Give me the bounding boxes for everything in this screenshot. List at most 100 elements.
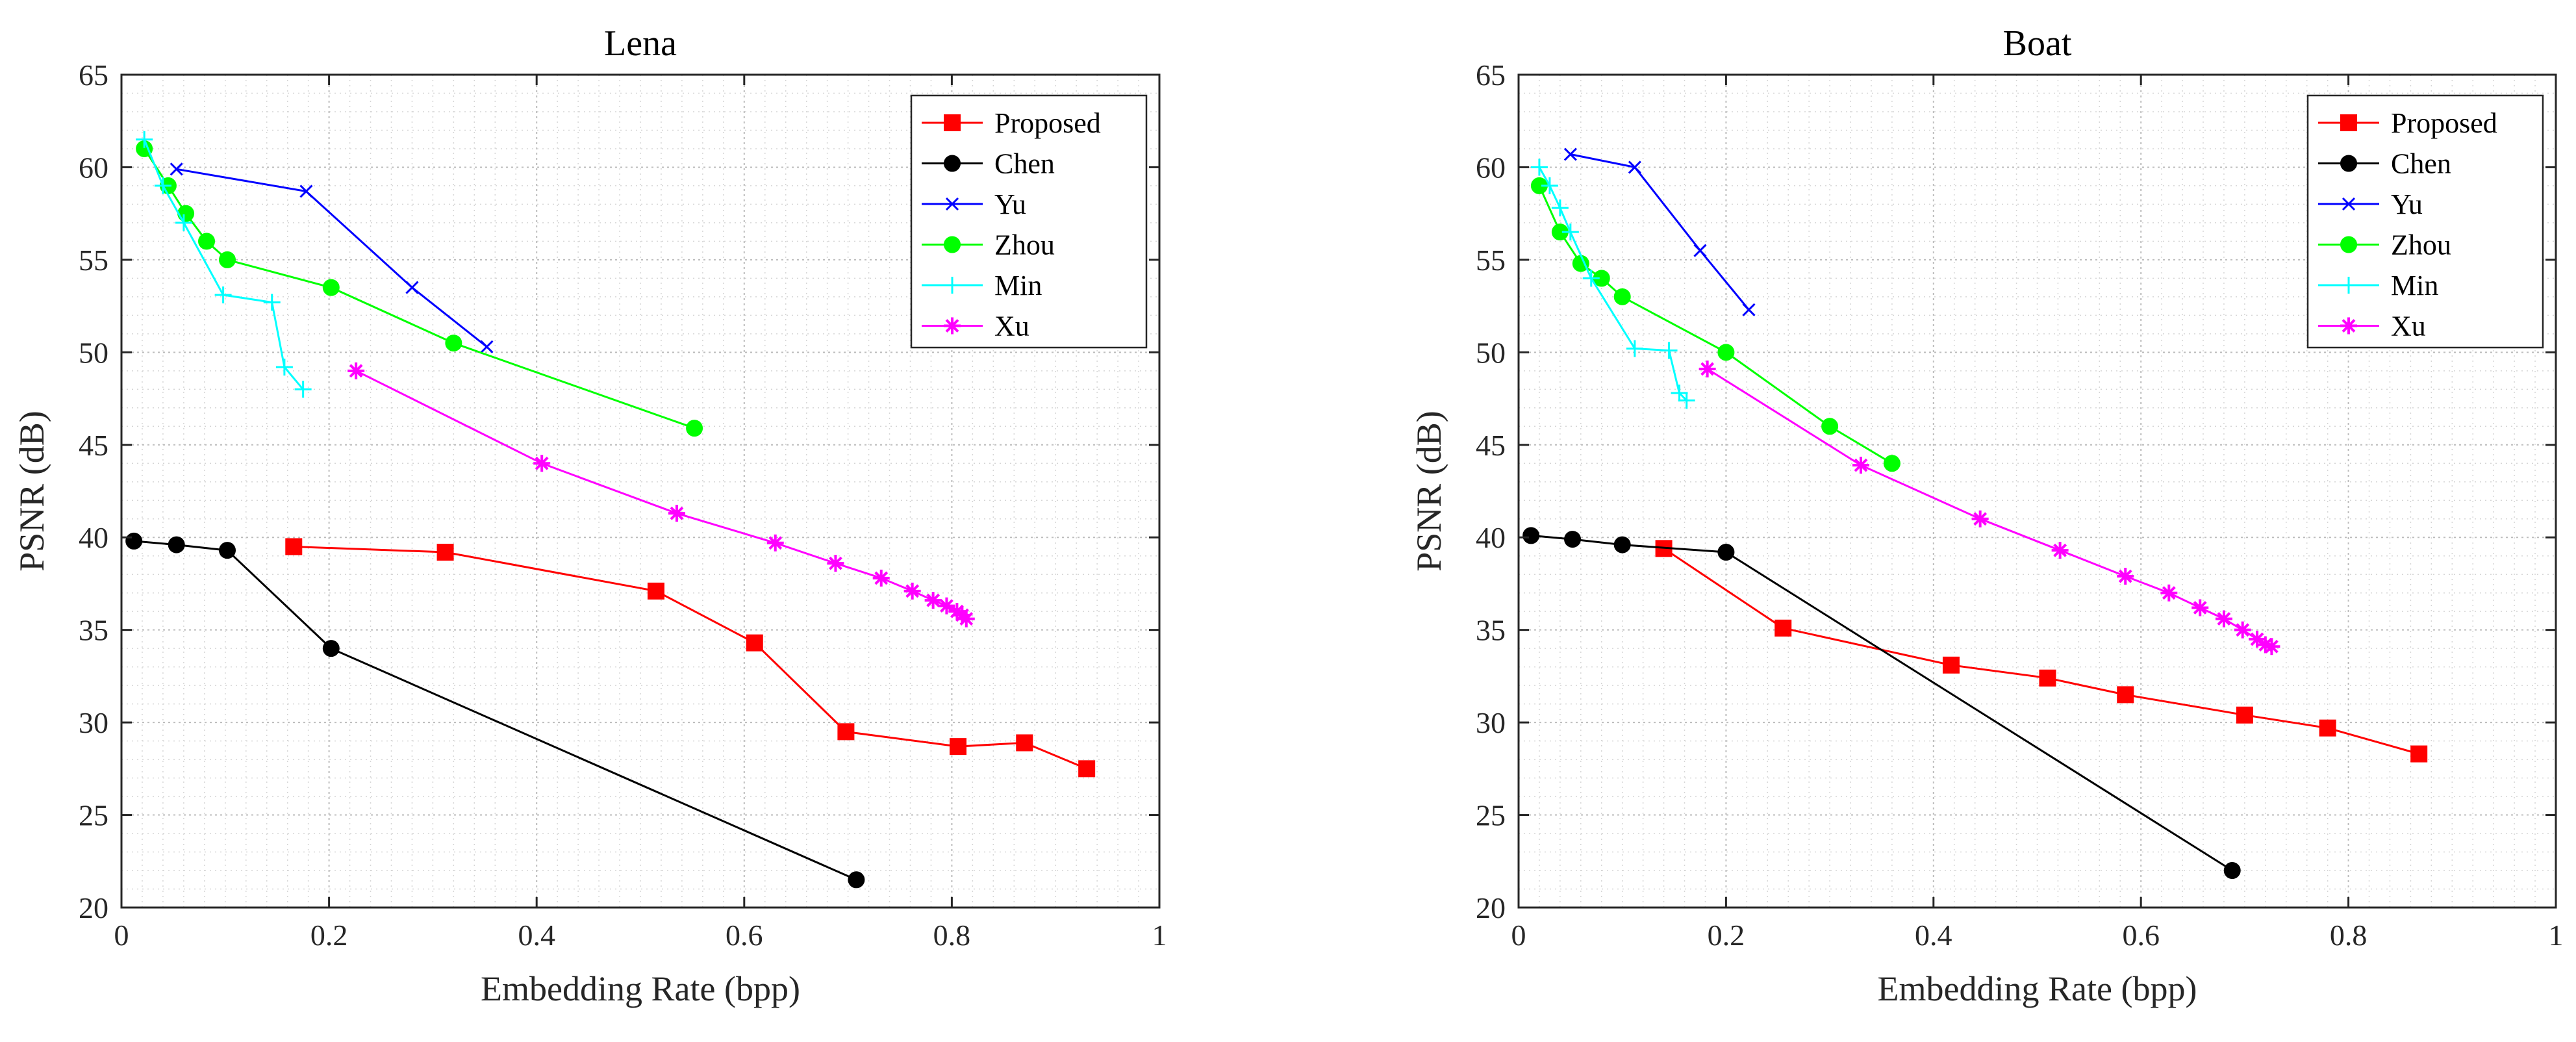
axes-box [120, 73, 1161, 909]
series-proposed [1655, 540, 2428, 763]
series-min [1530, 159, 1695, 409]
y-tick-label: 55 [1476, 244, 1506, 277]
chart-title: Lena [604, 23, 677, 64]
data-point-zhou [1883, 455, 1900, 472]
data-point-zhou [445, 335, 462, 352]
x-axis-label: Embedding Rate (bpp) [481, 969, 800, 1008]
legend-entry-xu: Xu [2318, 311, 2426, 342]
data-point-chen [1564, 531, 1582, 548]
legend-label: Min [994, 270, 1042, 301]
legend-marker [944, 155, 961, 172]
series-line-proposed [1663, 548, 2419, 755]
series-proposed [285, 538, 1096, 778]
data-point-xu [2234, 621, 2251, 639]
y-tick-label: 30 [1476, 706, 1506, 739]
legend-entry-proposed: Proposed [922, 107, 1101, 139]
data-point-min [1671, 385, 1688, 402]
legend-entry-zhou: Zhou [2318, 229, 2451, 261]
data-point-proposed [2236, 706, 2253, 724]
data-point-xu [938, 597, 955, 615]
legend-entry-min: Min [922, 270, 1042, 301]
axes-box [1517, 73, 2557, 909]
legend: Proposed Chen Yu Zhou Min Xu [2306, 94, 2544, 349]
legend-entry-chen: Chen [2318, 148, 2451, 180]
y-axis-label: PSNR (dB) [1409, 411, 1448, 572]
legend-marker [945, 197, 959, 211]
legend-label: Chen [2391, 148, 2451, 180]
y-tick-label: 40 [79, 521, 108, 554]
data-point-xu [766, 534, 784, 552]
data-point-min [1678, 392, 1695, 409]
x-tick-label: 0.6 [2122, 919, 2160, 952]
data-point-xu [2249, 630, 2266, 648]
data-point-chen [168, 536, 185, 553]
y-axis-label: PSNR (dB) [12, 411, 51, 572]
data-point-xu [827, 555, 844, 572]
data-point-proposed [1774, 619, 1792, 637]
legend-label: Xu [994, 311, 1029, 342]
data-point-proposed [1016, 734, 1033, 752]
series-yu [170, 162, 494, 353]
data-point-chen [1717, 544, 1735, 561]
legend-marker [944, 114, 961, 131]
y-tick-label: 45 [1476, 429, 1506, 462]
y-tick-label: 60 [1476, 151, 1506, 184]
legend-marker [2340, 155, 2357, 172]
legend-marker [944, 277, 961, 294]
legend-entry-min: Min [2318, 270, 2438, 301]
x-tick-label: 0.8 [2330, 919, 2368, 952]
data-point-min [294, 381, 312, 398]
y-tick-label: 25 [79, 799, 108, 832]
y-tick-label: 35 [79, 614, 108, 647]
data-point-min [1626, 340, 1643, 357]
data-point-xu [347, 362, 365, 379]
data-point-chen [125, 532, 143, 550]
x-tick-label: 1 [1152, 919, 1167, 952]
legend-marker [2340, 236, 2357, 253]
data-point-min [154, 177, 171, 194]
legend-entry-xu: Xu [922, 311, 1029, 342]
data-point-zhou [1717, 344, 1735, 361]
data-point-min [1541, 177, 1558, 194]
legend-marker [2342, 197, 2356, 211]
data-point-min [136, 131, 153, 148]
series-line-yu [1570, 153, 1750, 311]
data-point-min [1582, 270, 1600, 287]
series-min [136, 131, 312, 398]
data-point-zhou [322, 279, 340, 296]
data-point-proposed [285, 538, 303, 555]
data-point-xu [2263, 638, 2280, 655]
x-axis-label: Embedding Rate (bpp) [1878, 969, 2197, 1008]
x-tick-label: 0.2 [310, 919, 348, 952]
data-point-min [1660, 342, 1678, 359]
chart-boat: 0 0.2 0.4 0.6 0.8 1 20 25 30 35 40 45 50 55 60 65 Boat Em… [1409, 23, 2564, 1008]
data-point-proposed [746, 634, 763, 652]
data-point-xu [2160, 584, 2178, 602]
data-point-min [1530, 159, 1548, 176]
data-point-chen [1613, 536, 1631, 553]
data-point-chen [2223, 862, 2241, 880]
data-point-proposed [949, 738, 966, 756]
x-tick-label: 1 [2549, 919, 2564, 952]
legend-label: Yu [994, 188, 1026, 220]
data-point-proposed [2319, 719, 2336, 737]
y-tick-label: 65 [79, 58, 108, 92]
x-tick-label: 0 [114, 919, 129, 952]
y-tick-label: 30 [79, 706, 108, 739]
data-point-xu [1698, 360, 1716, 377]
y-tick-label: 40 [1476, 521, 1506, 554]
data-point-yu [1742, 303, 1756, 316]
data-point-yu [480, 340, 494, 353]
legend: Proposed Chen Yu Zhou Min Xu [910, 94, 1148, 349]
grid [121, 75, 1159, 908]
legend-label: Chen [994, 148, 1055, 180]
series-line-proposed [294, 546, 1087, 770]
y-tick-label: 25 [1476, 799, 1506, 832]
series-xu [1698, 360, 2280, 655]
data-point-proposed [1078, 760, 1096, 778]
data-point-chen [322, 640, 340, 657]
y-tick-label: 60 [79, 151, 108, 184]
legend-marker [2340, 277, 2357, 294]
y-tick-label: 55 [79, 244, 108, 277]
